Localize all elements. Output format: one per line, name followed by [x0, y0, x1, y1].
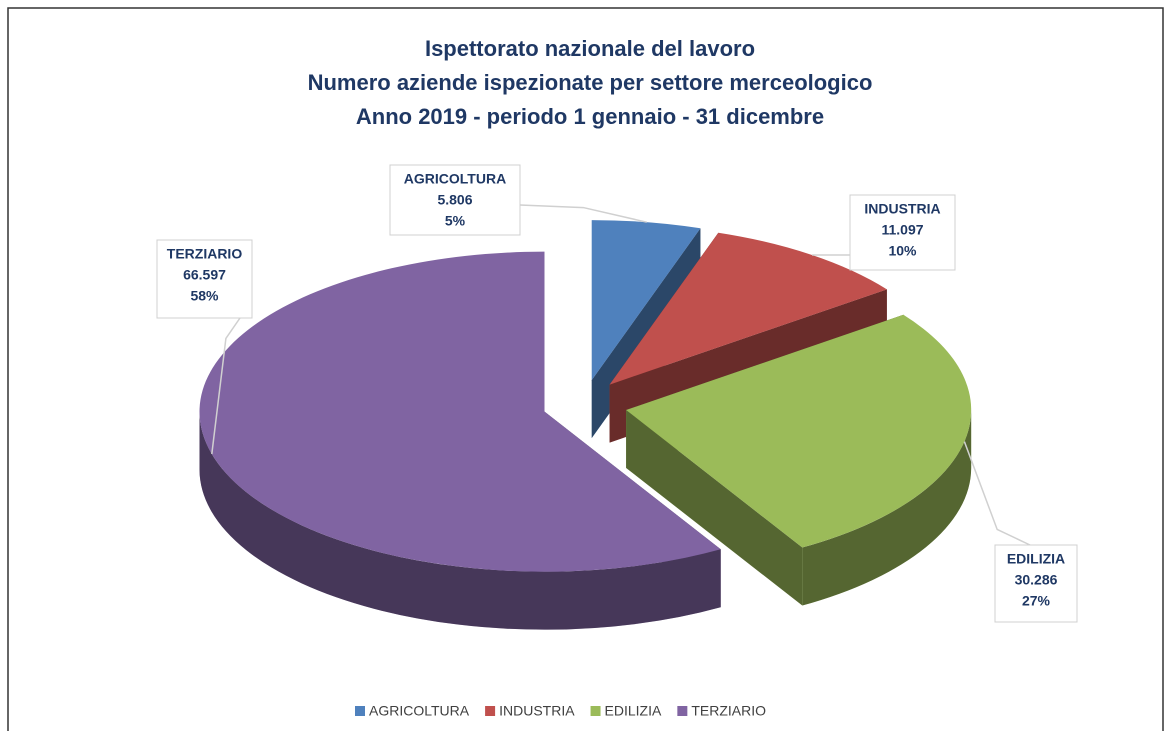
- slice: [626, 314, 972, 548]
- slice-shade: [199, 411, 721, 630]
- chart-title: Anno 2019 - periodo 1 gennaio - 31 dicem…: [356, 104, 824, 129]
- leader-line: [211, 317, 241, 455]
- legend-label: TERZIARIO: [691, 703, 766, 719]
- slice-side: [199, 411, 721, 630]
- label-category: TERZIARIO: [167, 246, 243, 262]
- slice-shade: [802, 409, 972, 606]
- label-value: 30.286: [1015, 572, 1058, 588]
- label-value: 66.597: [183, 267, 226, 283]
- label-category: EDILIZIA: [1007, 551, 1065, 567]
- label-percent: 10%: [888, 243, 917, 259]
- slice: [609, 232, 887, 385]
- slice: [591, 220, 701, 381]
- legend-label: EDILIZIA: [605, 703, 662, 719]
- leader-line: [963, 441, 1031, 546]
- label-value: 5.806: [437, 192, 472, 208]
- label-category: AGRICOLTURA: [404, 171, 506, 187]
- legend-swatch: [677, 706, 688, 716]
- pie: [199, 220, 972, 630]
- leader-line: [519, 204, 647, 223]
- data-labels: AGRICOLTURA 5.806 5% INDUSTRIA 11.097 10% EDIL…: [156, 164, 1078, 623]
- label-category: INDUSTRIA: [864, 201, 940, 217]
- slice-shade: [626, 409, 803, 606]
- chart-title: Numero aziende ispezionate per settore m…: [308, 70, 873, 95]
- label-value: 11.097: [881, 222, 923, 238]
- legend: AGRICOLTURA INDUSTRIA EDILIZIA TERZIARIO: [355, 703, 766, 719]
- legend-swatch: [355, 706, 365, 716]
- label-percent: 27%: [1022, 593, 1051, 609]
- label-percent: 5%: [445, 213, 466, 229]
- chart-title: Ispettorato nazionale del lavoro: [425, 36, 755, 61]
- label-percent: 58%: [190, 288, 219, 304]
- slice: [199, 251, 721, 572]
- slice-side: [626, 409, 803, 606]
- label-box: [994, 544, 1078, 623]
- label-box: [389, 164, 521, 236]
- legend-label: AGRICOLTURA: [369, 703, 470, 719]
- legend-swatch: [590, 706, 601, 716]
- legend-label: INDUSTRIA: [499, 703, 575, 719]
- label-box: [156, 239, 253, 319]
- legend-swatch: [485, 706, 496, 716]
- label-box: [849, 194, 956, 271]
- slice-side: [802, 409, 972, 606]
